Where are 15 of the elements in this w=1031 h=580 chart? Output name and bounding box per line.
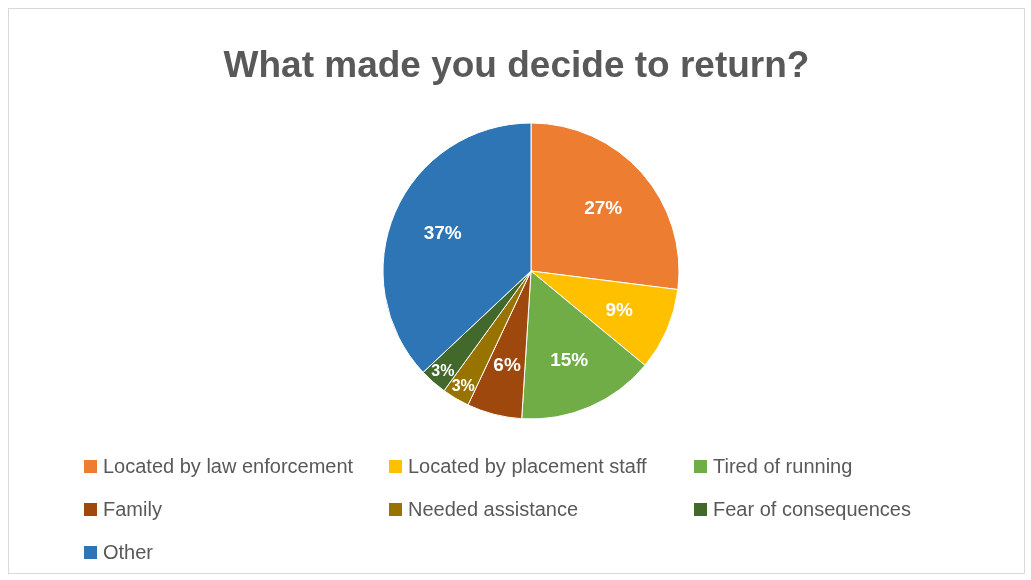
- legend-label: Needed assistance: [408, 498, 579, 521]
- legend-label: Other: [103, 541, 154, 564]
- legend-label: Tired of running: [713, 455, 853, 478]
- data-label: 37%: [423, 222, 462, 244]
- legend-label: Located by law enforcement: [103, 455, 354, 478]
- data-label: 3%: [431, 362, 455, 380]
- data-label: 27%: [584, 196, 623, 218]
- data-label: 3%: [451, 377, 475, 395]
- data-label: 9%: [605, 298, 634, 320]
- data-label: 15%: [550, 348, 589, 370]
- chart-title: What made you decide to return?: [222, 44, 811, 86]
- legend-label: Fear of consequences: [713, 498, 911, 521]
- legend-label: Family: [103, 498, 162, 521]
- data-label: 6%: [493, 353, 521, 375]
- legend-label: Located by placement staff: [408, 455, 647, 478]
